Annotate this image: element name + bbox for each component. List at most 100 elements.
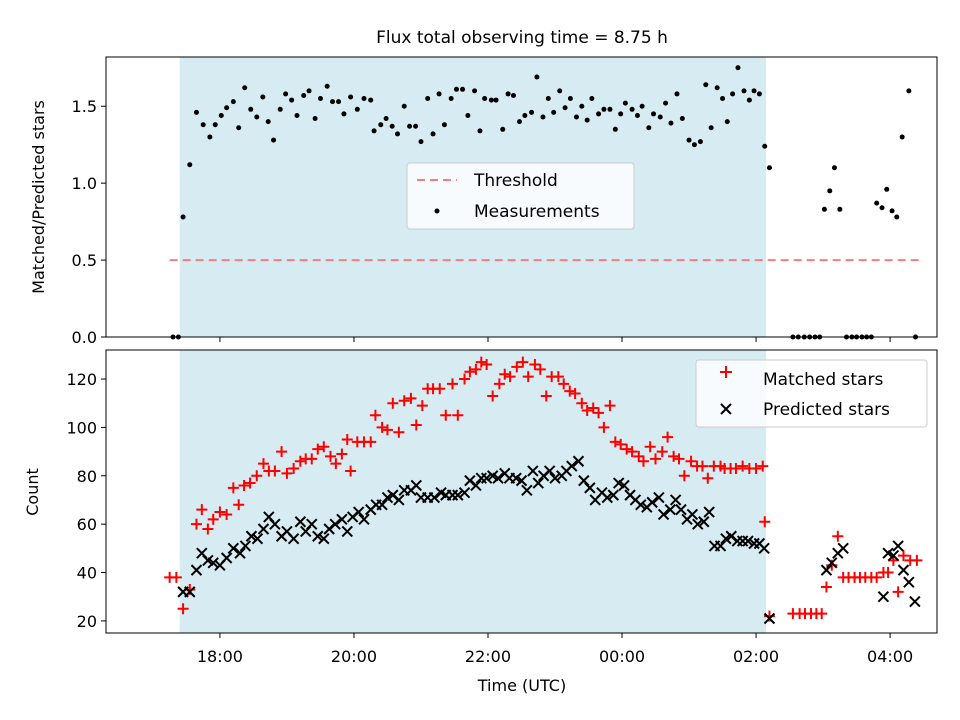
matched-star-point (871, 571, 883, 583)
predicted-star-point (294, 516, 307, 528)
predicted-star-point (251, 532, 264, 545)
matched-star-point (576, 397, 588, 409)
measurement-point (756, 91, 762, 97)
measurement-point (436, 91, 442, 97)
measurement-point (277, 106, 283, 112)
measurement-point (224, 105, 230, 111)
predicted-star-point (532, 477, 544, 489)
measurement-point (395, 131, 401, 137)
measurement-point (193, 109, 199, 115)
matched-star-point (269, 465, 281, 477)
matched-star-point (487, 390, 499, 402)
matched-star-point (820, 581, 832, 593)
matched-star-point (393, 426, 405, 438)
predicted-star-point (903, 576, 915, 588)
ratio-legend: Threshold Measurements (406, 162, 635, 230)
y-tick-label: 60 (77, 515, 97, 534)
predicted-star-point (572, 455, 585, 467)
matched-star-point (598, 421, 610, 433)
matched-star-point (534, 363, 546, 375)
predicted-star-point (698, 516, 710, 528)
predicted-star-point (515, 474, 528, 487)
measurement-point (691, 142, 697, 148)
measurement-point (634, 112, 640, 118)
y-tick-label: 120 (66, 370, 97, 389)
measurement-point (441, 122, 447, 128)
measurement-point (686, 137, 692, 143)
measurement-point (612, 126, 618, 132)
predicted-star-point (393, 494, 405, 506)
measurement-point (294, 112, 300, 118)
matched-star-point (281, 467, 293, 479)
predicted-star-point (607, 489, 620, 501)
matched-star-point (434, 383, 446, 395)
matched-star-point (656, 446, 668, 458)
measurement-point (361, 96, 367, 102)
measurement-point (529, 109, 535, 115)
matched-star-point (365, 436, 377, 448)
matched-star-point (257, 458, 269, 470)
predicted-star-point (664, 503, 676, 516)
legend-measurements-swatch (434, 208, 440, 214)
predicted-star-point (352, 506, 365, 518)
y-tick-label: 1.5 (72, 97, 97, 116)
measurement-point (493, 97, 499, 103)
measurement-point (622, 100, 628, 106)
predicted-star-point (269, 518, 281, 530)
ratio-y-label: Matched/Predicted stars (29, 100, 48, 294)
matched-star-point (593, 407, 605, 419)
matched-star-point (662, 431, 674, 443)
matched-star-point (325, 450, 337, 462)
matched-star-point (251, 470, 263, 482)
measurement-point (212, 122, 218, 128)
matched-star-point (381, 424, 393, 436)
measurement-point (242, 85, 248, 91)
matched-star-point (452, 409, 464, 421)
matched-star-point (552, 371, 564, 383)
measurement-point (551, 109, 557, 115)
predicted-star-point (376, 499, 388, 511)
matched-star-point (696, 460, 708, 472)
measurement-point (207, 134, 213, 140)
predicted-star-point (635, 499, 647, 511)
matched-star-point (227, 482, 239, 494)
x-tick-label: 02:00 (733, 647, 779, 666)
matched-star-point (882, 567, 894, 579)
y-tick-label: 0.5 (72, 251, 97, 270)
matched-star-point (369, 409, 381, 421)
matched-star-point (685, 455, 697, 467)
measurement-point (679, 116, 685, 122)
matched-star-point (564, 385, 576, 397)
count-axes-frame (105, 349, 938, 634)
matched-star-points (164, 356, 923, 622)
predicted-star-point (909, 595, 921, 608)
measurement-point (618, 111, 624, 117)
matched-star-point (633, 450, 645, 462)
matched-star-point (312, 443, 324, 455)
matched-star-point (569, 388, 581, 400)
matched-star-point (440, 409, 452, 421)
matched-star-point (410, 419, 422, 431)
measurement-point (460, 86, 466, 92)
predicted-star-point (492, 472, 504, 484)
measurement-point (766, 165, 772, 171)
measurement-point (510, 92, 516, 98)
legend-threshold-label: Threshold (473, 171, 558, 191)
matched-star-point (587, 402, 599, 414)
predicted-star-point (646, 496, 658, 509)
matched-star-point (475, 356, 487, 368)
measurement-point (265, 119, 271, 125)
predicted-star-point (329, 518, 341, 530)
predicted-star-point (220, 552, 233, 564)
matched-star-point (730, 463, 742, 475)
predicted-star-point (692, 518, 704, 530)
measurement-point (751, 88, 757, 94)
matched-star-point (244, 477, 256, 489)
measurement-point (557, 88, 563, 94)
predicted-star-point (245, 530, 258, 542)
matched-star-point (621, 443, 633, 455)
predicted-star-point (470, 479, 482, 492)
predicted-star-point (877, 591, 890, 603)
matched-star-point (202, 523, 214, 535)
measurement-point (894, 214, 900, 220)
